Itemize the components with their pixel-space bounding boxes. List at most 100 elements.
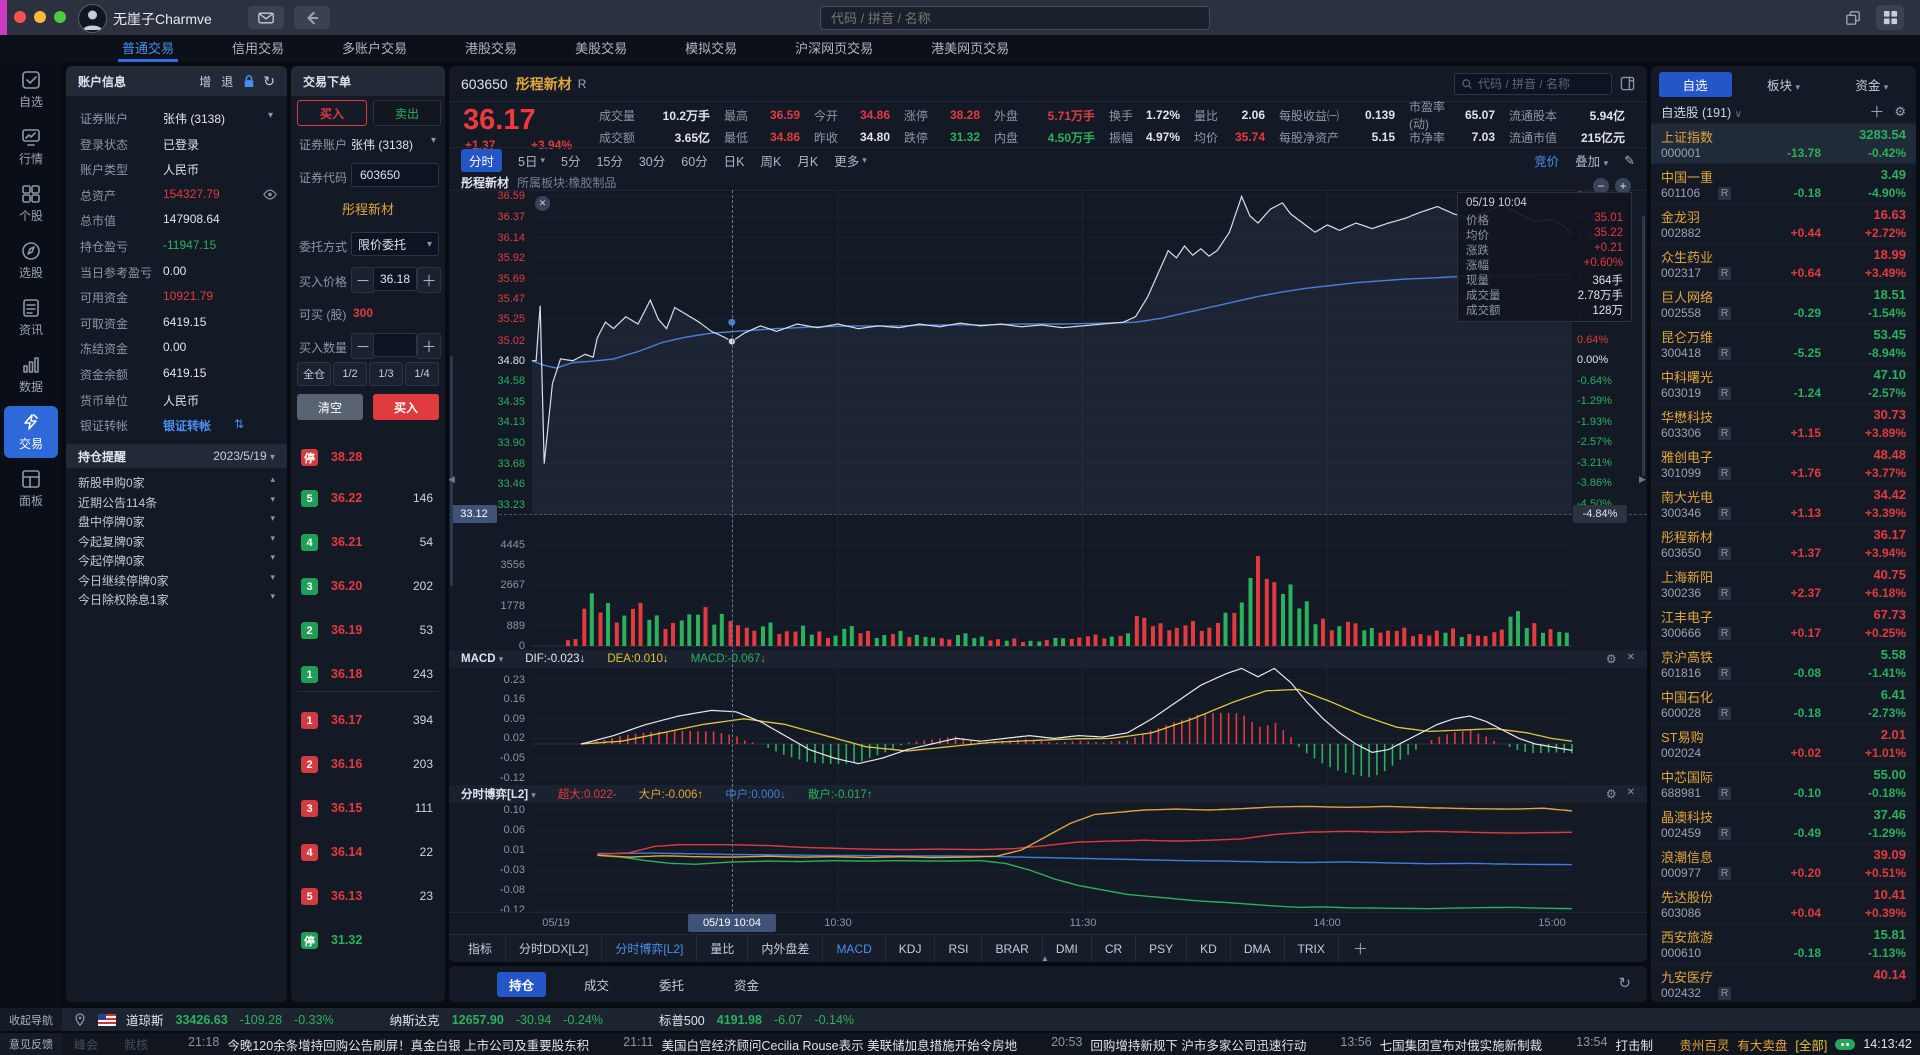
watchlist-row-603306[interactable]: 华懋科技 30.73 603306 R +1.15 +3.89%: [1651, 404, 1916, 444]
eye-icon[interactable]: [263, 189, 277, 200]
watchlist-group-select[interactable]: 自选股 (191) ∨: [1661, 106, 1742, 120]
workspace-button[interactable]: [1876, 5, 1904, 30]
indicator-tab-PSY[interactable]: PSY: [1136, 934, 1188, 962]
book-row[interactable]: 4 36.14 22: [291, 843, 445, 863]
collapse-nav-button[interactable]: 收起导航: [0, 1008, 62, 1031]
zoom-in-icon[interactable]: +: [1615, 178, 1631, 194]
book-row[interactable]: 停 31.32: [291, 931, 445, 951]
watchlist-settings-icon[interactable]: ⚙: [1894, 103, 1906, 119]
back-button[interactable]: [294, 6, 330, 29]
account-row-value[interactable]: 银证转帐: [163, 419, 212, 434]
panel-switch-icon[interactable]: [1620, 76, 1635, 91]
news-item[interactable]: 20:53 回购增持新规下 沪市多家公司迅速行动: [1051, 1035, 1306, 1054]
right-scrollbar[interactable]: [1642, 216, 1645, 476]
sidebar-item-资讯[interactable]: 资讯: [4, 292, 58, 344]
news-item[interactable]: 21:11 美国白宫经济顾问Cecilia Rouse表示 美联储加息措施开始令房…: [623, 1035, 1017, 1054]
add-stock-icon[interactable]: ＋: [1869, 104, 1885, 121]
nav-tab-港股交易[interactable]: 港股交易: [465, 40, 518, 56]
bottom-tab-委托[interactable]: 委托: [659, 978, 685, 993]
caret-down-icon[interactable]: ▾: [270, 513, 275, 523]
watchlist-row-300666[interactable]: 江丰电子 67.73 300666 R +0.17 +0.25%: [1651, 604, 1916, 644]
watchlist-row-300418[interactable]: 昆仑万维 53.45 300418 R -5.25 -8.94%: [1651, 324, 1916, 364]
period-tab-更多[interactable]: 更多 ▾: [834, 155, 867, 169]
buy-submit-button[interactable]: 买入: [373, 394, 439, 420]
price-input[interactable]: 36.18: [373, 267, 417, 291]
zoom-out-icon[interactable]: −: [1593, 178, 1609, 194]
indicator-tab-CR[interactable]: CR: [1092, 934, 1137, 962]
sidebar-item-个股[interactable]: 个股: [4, 178, 58, 230]
transfer-icon[interactable]: ⇅: [234, 417, 245, 432]
watchlist-row-601816[interactable]: 京沪高铁 5.58 601816 R -0.08 -1.41%: [1651, 644, 1916, 684]
price-chart[interactable]: [449, 190, 1647, 515]
add-indicator-button[interactable]: ＋: [1352, 941, 1368, 958]
watchlist-row-300236[interactable]: 上海新阳 40.75 300236 R +2.37 +6.18%: [1651, 564, 1916, 604]
auction-link[interactable]: 竞价: [1534, 155, 1560, 169]
caret-down-icon[interactable]: ▾: [270, 552, 275, 562]
alert-stock[interactable]: 贵州百灵: [1679, 1038, 1730, 1053]
period-tab-15分[interactable]: 15分: [596, 155, 623, 169]
alert-item[interactable]: 今日除权除息1家 ▾: [66, 591, 287, 610]
pin-icon[interactable]: [74, 1012, 86, 1027]
book-row[interactable]: 2 36.19 53: [291, 621, 445, 641]
alert-item[interactable]: 今起停牌0家 ▾: [66, 552, 287, 571]
volume-chart[interactable]: [449, 515, 1647, 650]
news-item[interactable]: 13:54 打击制: [1576, 1035, 1653, 1054]
watchlist-row-002024[interactable]: ST易购 2.01 002024 +0.02 +1.01%: [1651, 724, 1916, 764]
messages-button[interactable]: [248, 6, 284, 29]
watchlist-row-603086[interactable]: 先达股份 10.41 603086 +0.04 +0.39%: [1651, 884, 1916, 924]
caret-down-icon[interactable]: ▾: [270, 532, 275, 543]
avatar[interactable]: [78, 4, 107, 33]
book-row[interactable]: 3 36.20 202: [291, 577, 445, 597]
watch-tab-自选[interactable]: 自选: [1651, 71, 1739, 97]
indicator-tab-DMI[interactable]: DMI: [1043, 934, 1092, 962]
watchlist-row-301099[interactable]: 雅创电子 48.48 301099 R +1.76 +3.77%: [1651, 444, 1916, 484]
news-item[interactable]: 21:18 今晚120余条增持回购公告刷屏！真金白银 上市公司及重要股东积: [188, 1035, 589, 1054]
news-item[interactable]: 13:56 七国集团宣布对俄实施新制裁: [1340, 1035, 1542, 1054]
book-row[interactable]: 3 36.15 111: [291, 799, 445, 819]
remove-account-button[interactable]: 退: [221, 74, 234, 89]
sidebar-item-行情[interactable]: 行情: [4, 121, 58, 173]
watchlist-row-600028[interactable]: 中国石化 6.41 600028 R -0.18 -2.73%: [1651, 684, 1916, 724]
nav-tab-沪深网页交易[interactable]: 沪深网页交易: [795, 40, 874, 56]
indicator-tab-分时博弈[L2][interactable]: 分时博弈[L2]: [602, 934, 698, 962]
book-row[interactable]: 5 36.22 146: [291, 489, 445, 509]
traffic-close-button[interactable]: [14, 11, 26, 23]
book-row[interactable]: 4 36.21 54: [291, 533, 445, 553]
clear-button[interactable]: 清空: [297, 394, 363, 420]
game-chart[interactable]: [449, 803, 1647, 912]
overlay-menu[interactable]: 叠加 ▾: [1575, 155, 1609, 169]
price-plus-button[interactable]: ＋: [417, 267, 441, 293]
watchlist-row-002432[interactable]: 九安医疗 40.14 002432 R: [1651, 964, 1916, 1002]
buy-tab[interactable]: 买入: [297, 100, 367, 126]
indicator-tab-TRIX[interactable]: TRIX: [1285, 934, 1339, 962]
sidebar-item-数据[interactable]: 数据: [4, 349, 58, 401]
nav-tab-美股交易[interactable]: 美股交易: [575, 40, 628, 56]
fraction-button-1/2[interactable]: 1/2: [333, 362, 367, 386]
order-type-select[interactable]: 限价委托 ▾: [351, 232, 439, 256]
collapse-left-icon[interactable]: ◀: [449, 474, 455, 484]
watchlist-row-000610[interactable]: 西安旅游 15.81 000610 -0.18 -1.13%: [1651, 924, 1916, 964]
watchlist-row-002317[interactable]: 众生药业 18.99 002317 R +0.64 +3.49%: [1651, 244, 1916, 284]
collapse-right-icon[interactable]: ▶: [1639, 474, 1646, 484]
qty-minus-button[interactable]: －: [351, 333, 375, 359]
refresh-positions-icon[interactable]: ↻: [1618, 975, 1631, 992]
add-account-button[interactable]: 增: [199, 74, 212, 89]
caret-down-icon[interactable]: ▾: [267, 110, 273, 121]
book-row[interactable]: 2 36.16 203: [291, 755, 445, 775]
watchlist-row-002882[interactable]: 金龙羽 16.63 002882 +0.44 +2.72%: [1651, 204, 1916, 244]
period-tab-60分[interactable]: 60分: [681, 155, 708, 169]
watchlist-row-603650[interactable]: 彤程新材 36.17 603650 R +1.37 +3.94%: [1651, 524, 1916, 564]
nav-tab-多账户交易[interactable]: 多账户交易: [342, 40, 408, 56]
bottom-tab-资金[interactable]: 资金: [734, 978, 760, 993]
nav-tab-港美网页交易[interactable]: 港美网页交易: [931, 40, 1010, 56]
watchlist-row-002459[interactable]: 晶澳科技 37.46 002459 R -0.49 -1.29%: [1651, 804, 1916, 844]
bottom-tab-持仓[interactable]: 持仓: [497, 971, 547, 997]
sidebar-item-自选[interactable]: 自选: [4, 64, 58, 116]
book-row[interactable]: 停 38.28: [291, 448, 445, 468]
nav-tab-信用交易[interactable]: 信用交易: [232, 40, 285, 56]
stock-code-input[interactable]: 603650: [351, 163, 439, 187]
indicator-tab-DMA[interactable]: DMA: [1231, 934, 1285, 962]
watchlist-row-000977[interactable]: 浪潮信息 39.09 000977 R +0.20 +0.51%: [1651, 844, 1916, 884]
caret-down-icon[interactable]: ▾: [270, 571, 275, 582]
sidebar-item-选股[interactable]: 选股: [4, 235, 58, 287]
